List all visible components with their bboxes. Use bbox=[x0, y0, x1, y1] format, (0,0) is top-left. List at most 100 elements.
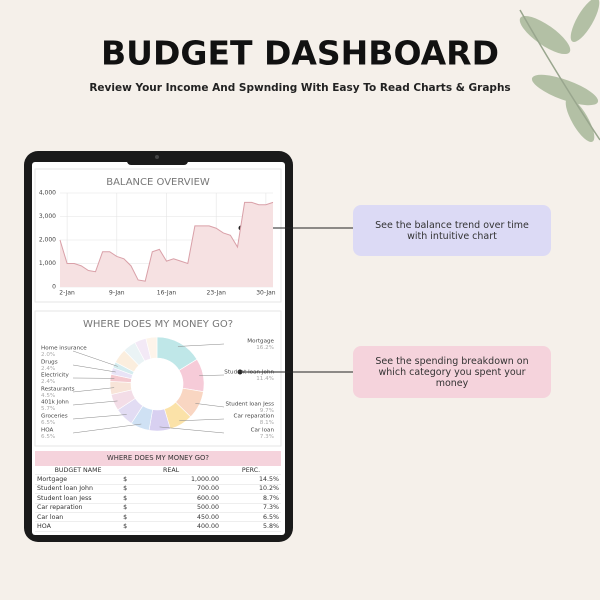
leader-line bbox=[72, 414, 127, 420]
x-tick-label: 23-Jan bbox=[207, 290, 227, 297]
table-row: Mortgage $1,000.00 14.5% bbox=[35, 474, 281, 485]
leader-line bbox=[179, 418, 225, 422]
title: BUDGET DASHBOARD bbox=[101, 34, 499, 73]
table-cell: Car reparation bbox=[35, 503, 122, 513]
table-cell: BUDGET NAME bbox=[35, 466, 122, 476]
table-cell: $ bbox=[121, 521, 142, 532]
table-title: WHERE DOES MY MONEY GO? bbox=[35, 451, 281, 466]
table-cell: $ bbox=[121, 493, 142, 504]
y-tick-label: 1,000 bbox=[39, 260, 56, 267]
table-row: HOA $400.00 5.8% bbox=[35, 521, 281, 532]
table-cell: $ bbox=[121, 503, 142, 513]
table-cell: 500.00 bbox=[141, 503, 222, 513]
y-tick-label: 0 bbox=[52, 284, 56, 291]
connector-dot bbox=[237, 369, 243, 375]
table-cell: $ bbox=[121, 484, 142, 495]
slice-label: Drugs bbox=[41, 360, 58, 366]
table-cell: 5.8% bbox=[221, 521, 281, 532]
slice-label: HOA bbox=[41, 428, 54, 434]
callout: See the balance trend over time with int… bbox=[375, 219, 529, 242]
table-cell: Car loan bbox=[35, 512, 122, 523]
table-cell: 7.3% bbox=[221, 503, 281, 513]
table-cell: 8.7% bbox=[221, 493, 281, 504]
area bbox=[60, 202, 273, 287]
slice-value: 4.5% bbox=[41, 393, 55, 399]
table-cell: 700.00 bbox=[141, 484, 222, 495]
slice-value: 6.5% bbox=[41, 420, 55, 426]
chart-title: WHERE DOES MY MONEY GO? bbox=[83, 319, 233, 330]
slice-value: 16.2% bbox=[256, 345, 274, 351]
table-row: Car reparation $500.00 7.3% bbox=[35, 503, 281, 513]
callout-text: See the balance trend over time with int… bbox=[375, 219, 529, 242]
slice-label: Mortgage bbox=[247, 339, 274, 345]
table-row: Car loan $450.00 6.5% bbox=[35, 512, 281, 523]
table-cell: $ bbox=[121, 474, 142, 485]
slice-label: Home insurance bbox=[41, 346, 87, 352]
table-cell: Student loan John bbox=[35, 484, 122, 495]
table-row: Student loan John $700.00 10.2% bbox=[35, 484, 281, 495]
chart-title: BALANCE OVERVIEW bbox=[106, 177, 210, 188]
table-cell: Mortgage bbox=[35, 474, 122, 485]
table-cell: Student loan Jess bbox=[35, 493, 122, 504]
slice-value: 6.5% bbox=[41, 434, 55, 440]
table-cell: $ bbox=[121, 512, 142, 523]
leader-line bbox=[159, 426, 225, 434]
table-header: BUDGET NAME REAL PERC. bbox=[35, 466, 281, 476]
leader-line bbox=[195, 403, 225, 408]
slice-label: Electricity bbox=[41, 373, 69, 379]
slice-value: 9.7% bbox=[260, 408, 274, 414]
slice-label: 401k John bbox=[41, 400, 69, 406]
table-row: Student loan Jess $600.00 8.7% bbox=[35, 493, 281, 504]
budget-table: BUDGET NAME REAL PERC. Mortgage $1,000.00 14.… bbox=[35, 466, 281, 532]
slice-value: 8.1% bbox=[260, 420, 274, 426]
leader-line bbox=[72, 400, 118, 406]
x-tick-label: 30-Jan bbox=[256, 290, 276, 297]
slice-value: 2.4% bbox=[41, 366, 55, 372]
table-cell: REAL bbox=[121, 466, 222, 476]
slice-label: Student loan John bbox=[224, 370, 274, 376]
slice-label: Groceries bbox=[41, 414, 68, 420]
table-cell: PERC. bbox=[221, 466, 281, 476]
y-tick-label: 3,000 bbox=[39, 213, 56, 220]
donut-slice bbox=[145, 336, 158, 360]
slice-label: Restaurants bbox=[41, 387, 75, 393]
leader-line bbox=[72, 387, 115, 393]
subtitle: Review Your Income And Spwnding With Eas… bbox=[89, 82, 510, 94]
slice-value: 2.4% bbox=[41, 379, 55, 385]
callout-box bbox=[353, 205, 551, 256]
slice-label: Student loan Jess bbox=[226, 402, 275, 408]
table-cell: 450.00 bbox=[141, 512, 222, 523]
callout-text: See the spending breakdown on which cate… bbox=[375, 355, 529, 389]
slice-value: 11.4% bbox=[256, 376, 274, 382]
slice-value: 2.0% bbox=[41, 352, 55, 358]
slice-label: Car loan bbox=[251, 428, 275, 434]
leader-line bbox=[72, 423, 142, 434]
table-cell: 6.5% bbox=[221, 512, 281, 523]
table-wrap: WHERE DOES MY MONEY GO? BUDGET NAME REAL P… bbox=[35, 451, 281, 532]
line bbox=[59, 201, 274, 282]
table-cell: HOA bbox=[35, 521, 122, 532]
slice-value: 5.7% bbox=[41, 406, 55, 412]
leader-line bbox=[72, 350, 118, 367]
leaves bbox=[519, 0, 600, 143]
leader-line bbox=[177, 343, 225, 347]
table-cell: 400.00 bbox=[141, 521, 222, 532]
camera bbox=[155, 155, 159, 159]
x-tick-label: 16-Jan bbox=[157, 290, 177, 297]
table-cell: 14.5% bbox=[221, 474, 281, 485]
slice-label: Car reparation bbox=[234, 414, 275, 420]
y-tick-label: 4,000 bbox=[39, 190, 56, 197]
leader-line bbox=[72, 364, 116, 373]
x-tick-label: 2-Jan bbox=[59, 290, 75, 297]
table-cell: 1,000.00 bbox=[141, 474, 222, 485]
callout-box bbox=[353, 346, 551, 398]
table-cell: 600.00 bbox=[141, 493, 222, 504]
callout: See the spending breakdown on which cate… bbox=[375, 355, 529, 389]
table-container: WHERE DOES MY MONEY GO? BUDGET NAME REAL P… bbox=[35, 451, 281, 532]
x-tick-label: 9-Jan bbox=[109, 290, 125, 297]
slice-value: 7.3% bbox=[260, 434, 274, 440]
leader-line bbox=[199, 374, 225, 376]
y-tick-label: 2,000 bbox=[39, 237, 56, 244]
table-cell: 10.2% bbox=[221, 484, 281, 495]
